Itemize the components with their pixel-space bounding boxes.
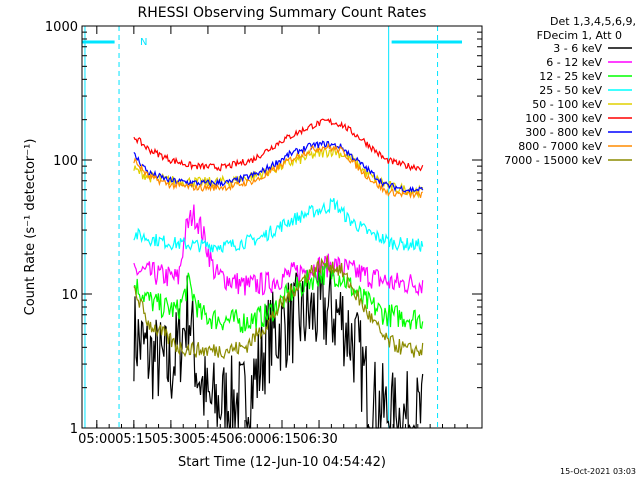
legend-label: 7000 - 15000 keV bbox=[504, 154, 602, 167]
legend-label: 6 - 12 keV bbox=[546, 56, 602, 69]
legend-header-line-2: FDecim 1, Att 0 bbox=[537, 29, 622, 42]
series-line-6 bbox=[133, 140, 424, 194]
legend-label: 100 - 300 keV bbox=[525, 112, 602, 125]
x-tick-label: 06:30 bbox=[300, 432, 337, 447]
series-line-5 bbox=[133, 117, 424, 172]
series-line-7 bbox=[133, 142, 424, 199]
x-tick-label: 06:00 bbox=[226, 432, 263, 447]
night-marker-label: N bbox=[140, 37, 147, 48]
y-tick-label: 100 bbox=[53, 154, 78, 169]
y-axis-label: Count Rate (s⁻¹ detector⁻¹) bbox=[23, 139, 38, 316]
legend-label: 50 - 100 keV bbox=[532, 98, 602, 111]
x-tick-label: 05:00 bbox=[78, 432, 115, 447]
y-tick-label: 1000 bbox=[45, 20, 78, 35]
series-line-1 bbox=[133, 204, 424, 297]
chart-title: RHESSI Observing Summary Count Rates bbox=[138, 5, 427, 21]
legend-header-line-1: Det 1,3,4,5,6,9, bbox=[550, 15, 636, 28]
x-tick-label: 05:45 bbox=[189, 432, 226, 447]
legend-label: 12 - 25 keV bbox=[539, 70, 602, 83]
series-line-3 bbox=[133, 197, 424, 254]
footer-timestamp: 15-Oct-2021 03:03 bbox=[560, 467, 636, 476]
x-axis-label: Start Time (12-Jun-10 04:54:42) bbox=[178, 455, 386, 470]
y-tick-label: 10 bbox=[61, 288, 78, 303]
legend-label: 300 - 800 keV bbox=[525, 126, 602, 139]
legend-label: 800 - 7000 keV bbox=[518, 140, 602, 153]
x-tick-label: 06:15 bbox=[263, 432, 300, 447]
series-line-8 bbox=[133, 255, 424, 360]
y-tick-label: 1 bbox=[70, 422, 78, 437]
x-tick-label: 05:15 bbox=[115, 432, 152, 447]
legend-label: 25 - 50 keV bbox=[539, 84, 602, 97]
legend-label: 3 - 6 keV bbox=[553, 42, 602, 55]
x-tick-label: 05:30 bbox=[152, 432, 189, 447]
